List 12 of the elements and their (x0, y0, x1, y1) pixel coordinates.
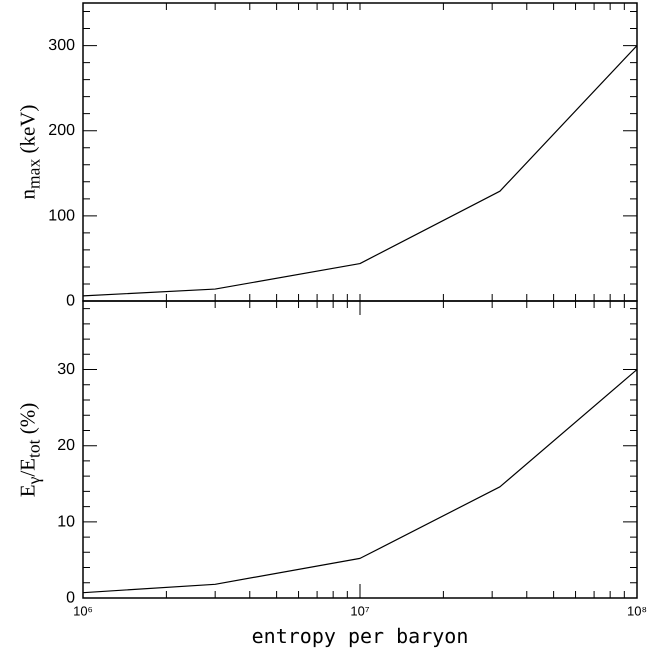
x-axis-title: entropy per baryon (252, 624, 468, 648)
y-tick-label: 0 (66, 589, 76, 606)
y-tick-label: 10 (57, 513, 76, 530)
y-tick-label: 100 (48, 207, 76, 224)
y-tick-label: 20 (57, 437, 76, 454)
x-tick-label: 10⁷ (350, 603, 370, 618)
y-tick-label: 200 (48, 122, 76, 140)
y-tick-label: 300 (48, 36, 76, 54)
x-tick-label: 10⁶ (73, 603, 93, 618)
y-tick-label: 0 (66, 292, 76, 310)
x-tick-label: 10⁸ (627, 603, 647, 618)
y-tick-label: 30 (57, 360, 76, 378)
